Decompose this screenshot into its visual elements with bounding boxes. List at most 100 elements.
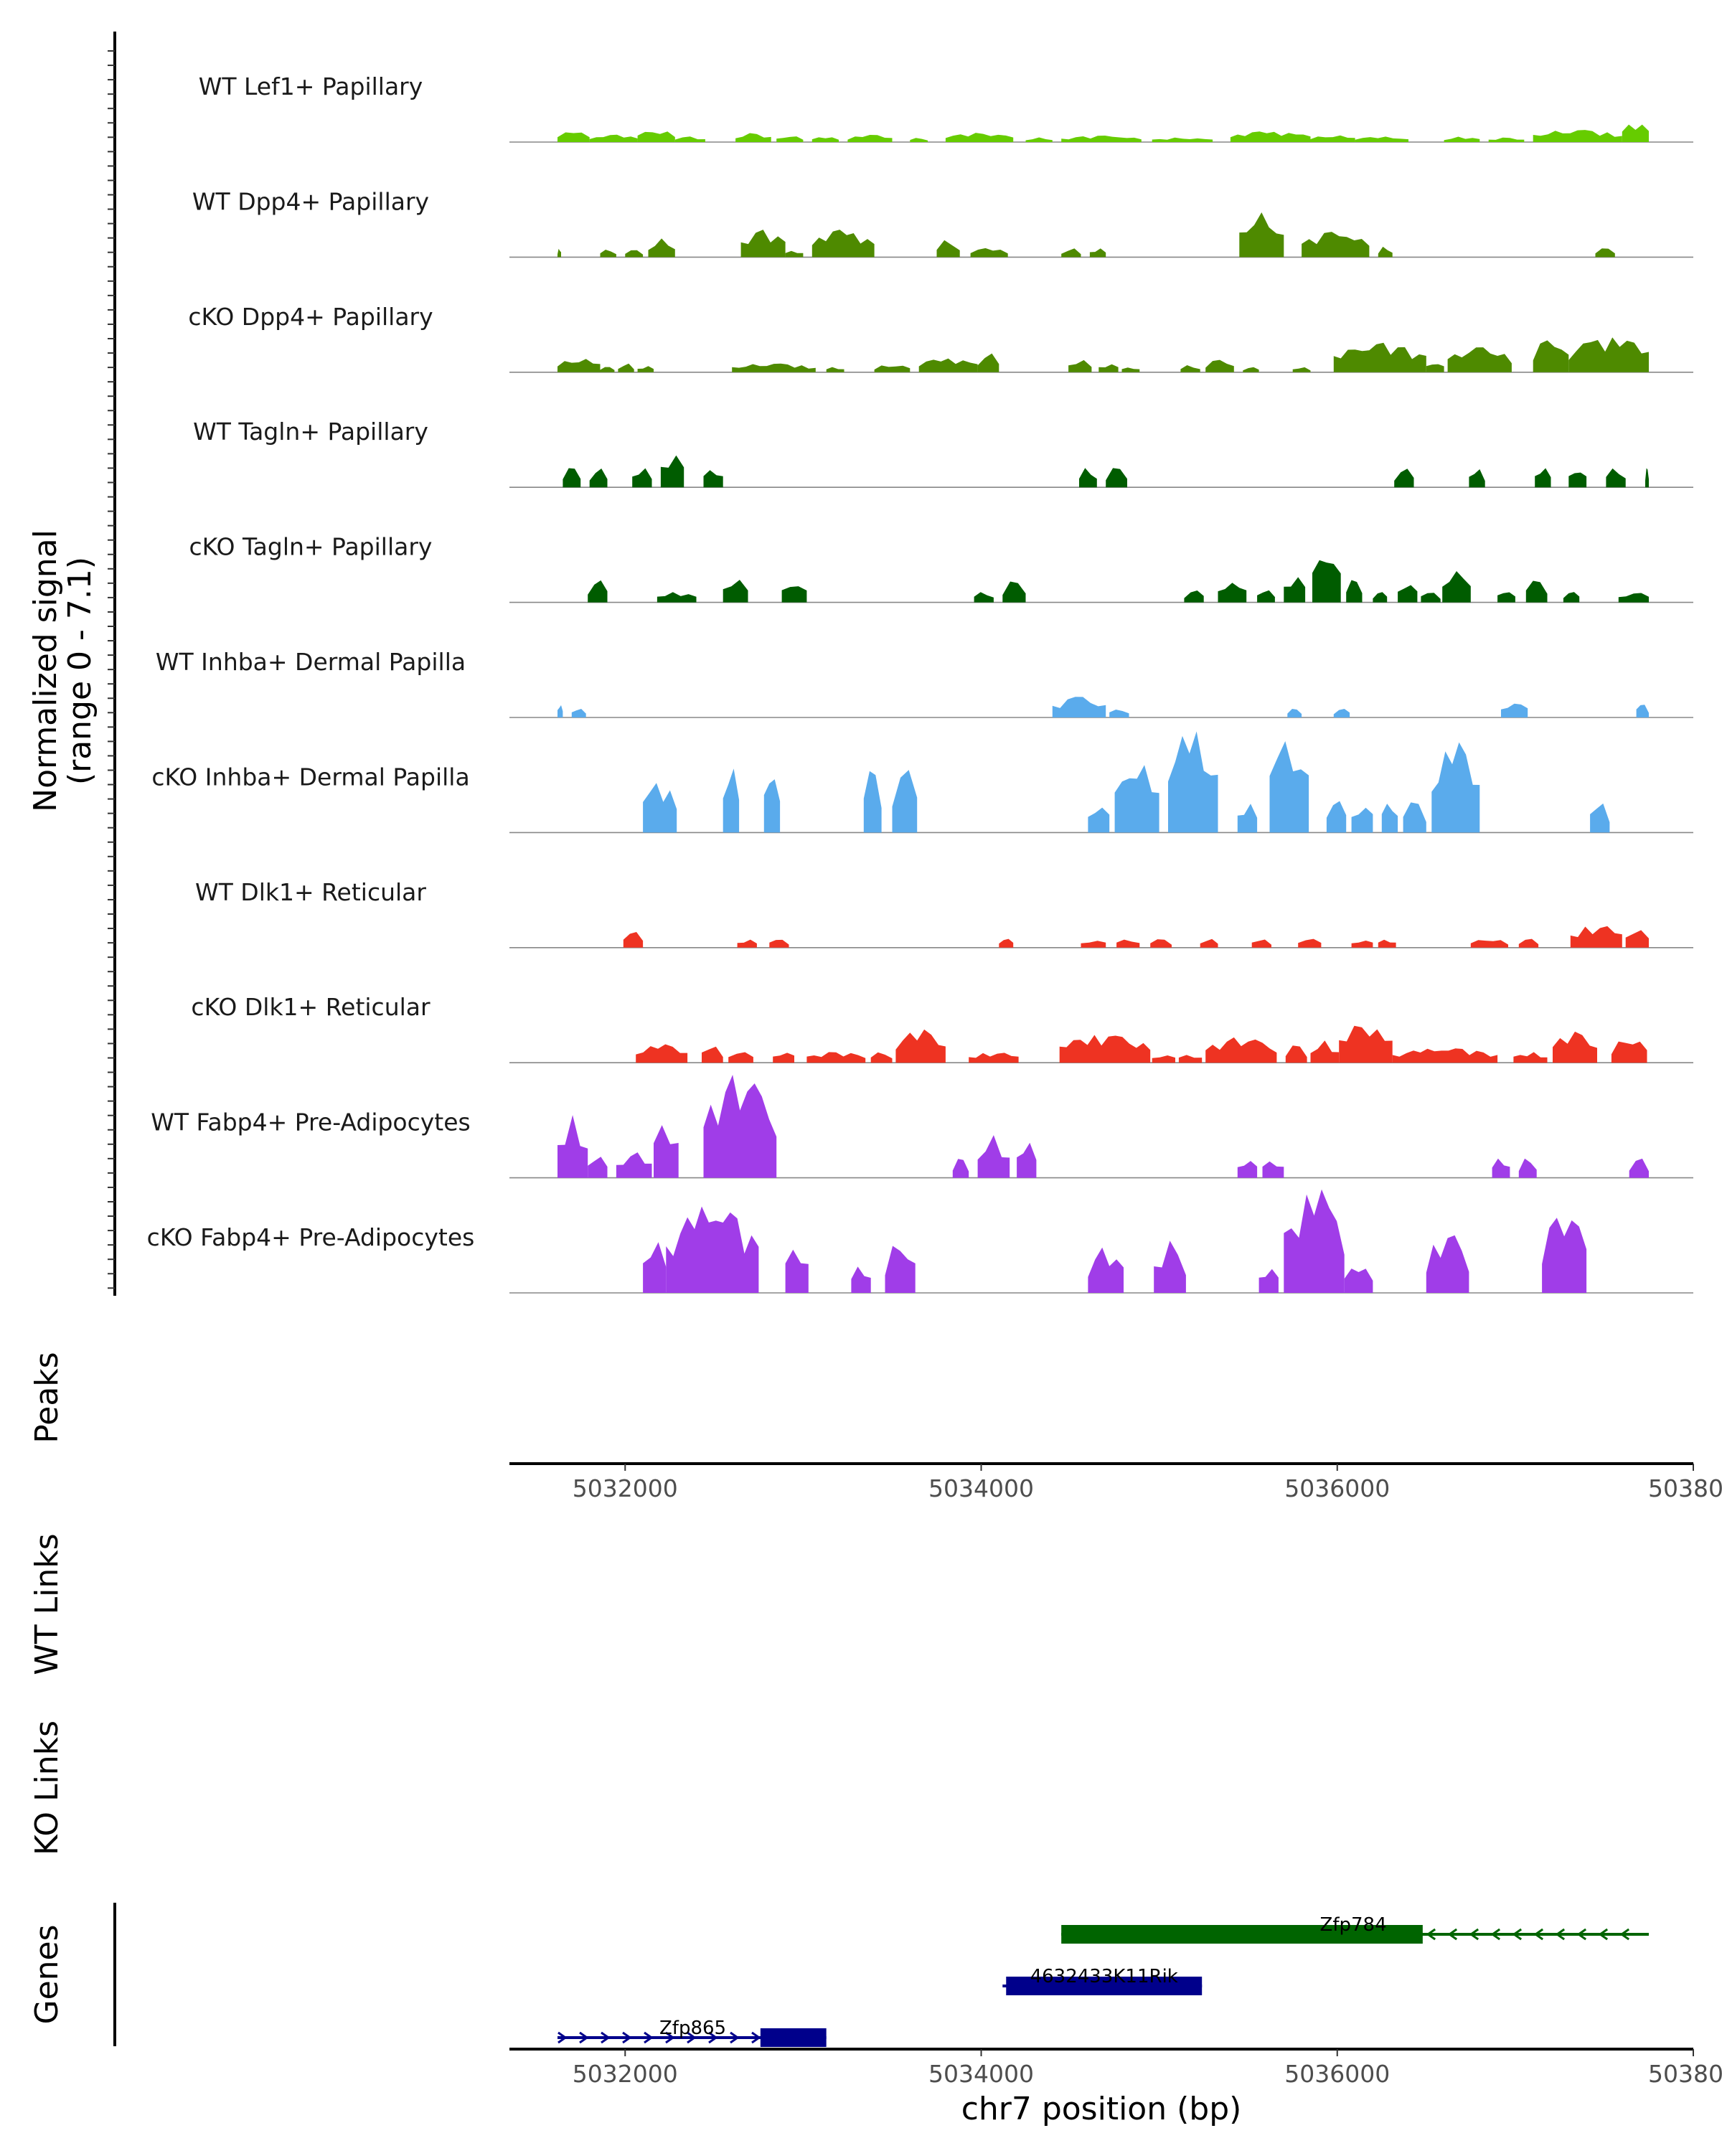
track-4: [509, 455, 1693, 489]
signal-region: [1025, 137, 1053, 142]
signal-region: [623, 932, 644, 948]
track-10: [509, 1075, 1693, 1179]
signal-region: [1287, 709, 1302, 717]
signal-region: [1618, 593, 1649, 603]
panel-label-text: Peaks: [29, 1352, 65, 1443]
signal-region: [1088, 1247, 1124, 1293]
signal-region: [1378, 939, 1396, 948]
signal-region: [625, 250, 644, 258]
signal-region: [895, 1029, 946, 1063]
signal-region: [637, 131, 675, 142]
track-label: WT Dpp4+ Papillary: [192, 187, 429, 215]
track-8: [509, 926, 1693, 948]
signal-region: [643, 783, 677, 833]
signal-region: [1568, 337, 1649, 372]
signal-region: [1180, 365, 1200, 372]
signal-region: [589, 134, 638, 142]
signal-region: [1444, 136, 1480, 142]
signal-region: [870, 1052, 893, 1063]
signal-region: [1421, 593, 1441, 603]
signal-region: [1645, 468, 1649, 488]
gene-exon: [760, 2028, 827, 2047]
track-label: cKO Dpp4+ Papillary: [188, 303, 433, 331]
strand-arrow: [708, 2031, 718, 2044]
signal-region: [1533, 130, 1622, 142]
gene-label: Zfp865: [659, 2018, 726, 2039]
x-tick-label: 5032000: [573, 2060, 678, 2088]
signal-region: [945, 133, 1014, 142]
signal-region: [977, 353, 999, 372]
panel-label-ko_links: KO Links: [29, 1720, 65, 1855]
signal-region: [1168, 731, 1218, 833]
signal-region: [589, 469, 608, 488]
signal-region: [1426, 364, 1444, 372]
signal-region: [1079, 468, 1097, 488]
signal-region: [1595, 248, 1615, 258]
x-tick-label: 5036000: [1284, 2060, 1390, 2088]
track-label: cKO Fabp4+ Pre-Adipocytes: [147, 1223, 475, 1251]
x-tick-label: 5036000: [1284, 1474, 1390, 1502]
signal-region: [811, 230, 875, 258]
signal-region: [1469, 469, 1485, 488]
strand-arrow: [644, 2031, 654, 2044]
signal-region: [1154, 1241, 1186, 1293]
x-tick-label: 5032000: [573, 1474, 678, 1502]
strand-arrow: [1619, 1928, 1630, 1941]
signal-region: [1492, 1158, 1510, 1178]
signal-region: [588, 1157, 608, 1178]
signal-region: [1068, 359, 1092, 372]
track-label: cKO Inhba+ Dermal Papilla: [151, 763, 469, 791]
signal-region: [1237, 1161, 1258, 1178]
genes-x-axis: 5032000 5034000 5036000 503800: [509, 2048, 1722, 2088]
signal-region: [1239, 212, 1284, 258]
signal-region: [1590, 803, 1610, 833]
strand-arrow: [1533, 1928, 1544, 1941]
signal-region: [1351, 941, 1373, 948]
x-axis-title: chr7 position (bp): [961, 2091, 1242, 2127]
track-7: [509, 731, 1693, 834]
signal-region: [1426, 1235, 1469, 1293]
signal-region: [1002, 581, 1026, 603]
signal-region: [732, 363, 816, 372]
signal-region: [1373, 592, 1388, 603]
strand-arrow: [579, 2031, 589, 2044]
panel-label-text: WT Links: [29, 1533, 65, 1675]
signal-region: [723, 768, 740, 833]
signal-region: [1284, 1189, 1345, 1293]
signal-region: [1269, 741, 1309, 833]
signal-region: [1333, 709, 1350, 717]
signal-region: [1392, 1048, 1498, 1063]
track-5: [509, 560, 1693, 603]
signal-region: [557, 1115, 588, 1178]
x-tick-label: 5034000: [928, 1474, 1034, 1502]
signal-region: [1262, 1161, 1284, 1178]
track-2: [509, 212, 1693, 258]
signal-region: [1431, 742, 1480, 833]
signal-region: [1257, 590, 1275, 603]
strand-arrow: [1576, 1928, 1587, 1941]
gene-label: 4632433K11Rik: [1030, 1966, 1178, 1987]
signal-region: [1518, 1158, 1537, 1178]
signal-region: [806, 1052, 866, 1063]
signal-region: [781, 586, 807, 603]
signal-region: [703, 1075, 777, 1178]
signal-region: [1312, 560, 1341, 603]
signal-region: [632, 468, 652, 488]
signal-region: [1570, 926, 1622, 948]
signal-region: [1081, 941, 1106, 948]
signal-region: [1636, 705, 1649, 717]
signal-region: [1333, 342, 1426, 372]
signal-region: [974, 592, 994, 603]
signal-region: [763, 779, 781, 833]
signal-region: [1525, 580, 1548, 603]
signal-region: [1447, 347, 1512, 372]
signal-region: [969, 1053, 1019, 1063]
gene-4632433K11Rik: 4632433K11Rik: [1002, 1966, 1203, 1995]
signal-region: [600, 367, 615, 372]
signal-region: [657, 592, 697, 603]
signal-region: [1230, 131, 1311, 142]
signal-region: [863, 771, 882, 833]
signal-region: [1284, 577, 1306, 603]
signal-region: [1121, 367, 1140, 372]
